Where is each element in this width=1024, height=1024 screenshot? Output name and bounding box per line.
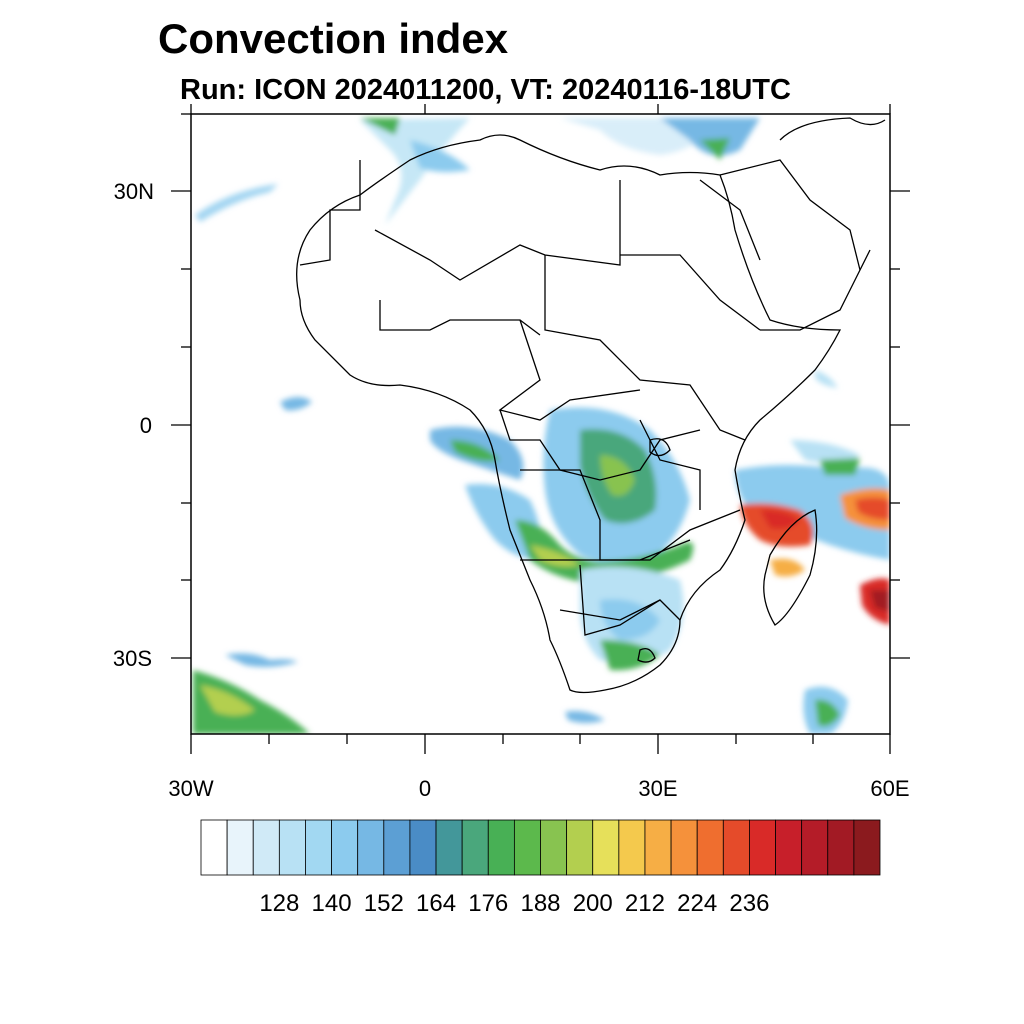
- colorbar-swatch: [278, 819, 306, 876]
- colorbar-swatch: [670, 819, 698, 876]
- colorbar-swatch: [252, 819, 280, 876]
- lat-label-30s: 30S: [113, 646, 152, 671]
- colorbar-swatch: [435, 819, 463, 876]
- axis-ticks: [171, 104, 910, 754]
- colorbar-swatch: [696, 819, 724, 876]
- colorbar-swatch: [383, 819, 411, 876]
- lat-label-0: 0: [140, 413, 152, 438]
- colorbar-swatch: [357, 819, 385, 876]
- lon-label-30e: 30E: [638, 776, 677, 801]
- plot-frame: [190, 113, 891, 735]
- colorbar-swatch: [200, 819, 228, 876]
- colorbar-label: 140: [312, 890, 352, 917]
- colorbar-swatch: [618, 819, 646, 876]
- colorbar-swatch: [749, 819, 776, 876]
- map-subtitle: Run: ICON 2024011200, VT: 20240116-18UTC: [180, 74, 791, 106]
- colorbar-label: 176: [468, 890, 508, 917]
- colorbar-swatch: [644, 819, 672, 876]
- colorbar-swatch: [566, 819, 594, 876]
- colorbar-swatch: [801, 819, 829, 876]
- colorbar-swatch: [853, 819, 881, 876]
- colorbar-swatch: [305, 819, 332, 876]
- colorbar-label: 188: [520, 890, 560, 917]
- colorbar-label: 212: [625, 890, 665, 917]
- colorbar-swatch: [827, 819, 855, 876]
- colorbar-label: 236: [729, 890, 769, 917]
- colorbar-swatch: [331, 819, 359, 876]
- colorbar-swatch: [775, 819, 803, 876]
- colorbar-swatch: [722, 819, 750, 876]
- lon-label-60e: 60E: [870, 776, 909, 801]
- lat-axis-labels: 30N 0 30S: [113, 179, 154, 671]
- convection-field: [193, 118, 890, 734]
- lon-label-0: 0: [419, 776, 431, 801]
- colorbar: [200, 819, 881, 876]
- colorbar-swatch: [487, 819, 515, 876]
- lon-axis-labels: 30W 0 30E 60E: [168, 776, 909, 801]
- lon-label-30w: 30W: [168, 776, 213, 801]
- colorbar-label: 224: [677, 890, 717, 917]
- lat-label-30n: 30N: [114, 179, 154, 204]
- coastlines: [296, 117, 886, 694]
- colorbar-swatch: [540, 819, 568, 876]
- colorbar-labels: 128 140 152 164 176 188 200 212 224 236: [259, 890, 769, 917]
- colorbar-label: 128: [259, 890, 299, 917]
- colorbar-label: 152: [364, 890, 404, 917]
- colorbar-swatch: [513, 819, 541, 876]
- colorbar-swatch: [226, 819, 254, 876]
- colorbar-swatch: [461, 819, 489, 876]
- colorbar-label: 164: [416, 890, 456, 917]
- map-title: Convection index: [158, 15, 509, 62]
- colorbar-label: 200: [573, 890, 613, 917]
- colorbar-swatch: [592, 819, 620, 876]
- colorbar-swatch: [409, 819, 437, 876]
